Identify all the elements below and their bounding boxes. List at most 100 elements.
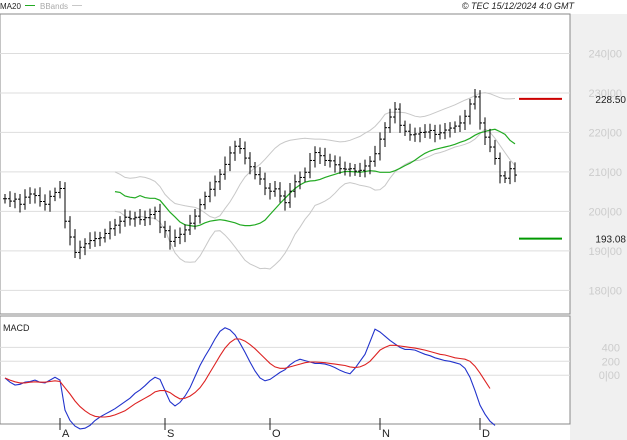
price-bar: [378, 132, 382, 161]
price-bar: [73, 229, 77, 258]
price-bars: [3, 89, 517, 260]
price-bar: [363, 159, 367, 178]
price-tick-label: 240|00: [589, 48, 622, 60]
price-panel-frame: [0, 13, 571, 315]
price-bar: [158, 203, 162, 234]
price-bar: [118, 216, 122, 234]
price-bar: [288, 182, 292, 208]
price-bar: [313, 146, 317, 168]
bollinger-bands: [114, 92, 516, 270]
price-bar: [483, 117, 487, 146]
macd-tick-label: 400: [602, 342, 620, 354]
x-axis-label: D: [482, 428, 490, 440]
x-axis-label: S: [167, 428, 174, 440]
price-bar: [128, 210, 132, 226]
price-bar: [423, 124, 427, 138]
price-bar: [458, 115, 462, 133]
price-bar: [463, 109, 467, 131]
price-bar: [83, 238, 87, 256]
price-bar: [38, 187, 42, 207]
price-bar: [453, 121, 457, 133]
price-panel: 180|00 190|00 200|00 210|00 220|00 230|00 240|…: [0, 13, 626, 315]
price-bar: [133, 211, 137, 227]
price-bar: [293, 174, 297, 198]
price-bar: [193, 209, 197, 230]
price-bar: [123, 209, 127, 227]
macd-lines: [4, 327, 496, 430]
legend-bbands: BBands: [40, 2, 68, 11]
price-bar: [468, 98, 472, 125]
price-bar: [428, 123, 432, 139]
price-bar: [383, 122, 387, 148]
legend-ma20: MA20: [0, 2, 21, 11]
price-bar: [343, 161, 347, 176]
macd-axis: 0|00 200 400: [599, 342, 620, 382]
price-bar: [408, 123, 412, 141]
price-bar: [283, 190, 287, 211]
price-bar: [498, 152, 502, 184]
price-bar: [318, 147, 322, 164]
price-bar: [168, 225, 172, 250]
price-bar: [213, 175, 217, 197]
copyright-text: © TEC 15/12/2024 4:0 GMT: [462, 1, 576, 11]
price-bar: [338, 156, 342, 174]
price-bar: [273, 180, 277, 197]
price-tick-label: 210|00: [589, 167, 622, 179]
price-bar: [28, 187, 32, 204]
price-tick-label: 200|00: [589, 206, 622, 218]
price-bar: [438, 124, 442, 140]
price-bar: [203, 191, 207, 210]
price-bar: [253, 162, 257, 180]
price-bar: [308, 152, 312, 179]
price-tick-label: 180|00: [589, 285, 622, 297]
level-markers: 228.50 193.08: [519, 95, 626, 246]
price-bar: [303, 167, 307, 183]
price-bar: [183, 224, 187, 243]
price-bar: [228, 146, 232, 172]
price-bar: [393, 102, 397, 124]
price-bar: [388, 108, 392, 133]
price-bar: [403, 120, 407, 136]
price-bar: [373, 145, 377, 167]
price-bar: [298, 171, 302, 190]
price-bar: [113, 218, 117, 236]
price-bar: [513, 162, 517, 183]
ma20-line: [114, 128, 516, 228]
price-bar: [493, 139, 497, 165]
price-bar: [263, 172, 267, 196]
price-bar: [243, 141, 247, 165]
price-bar: [48, 190, 52, 212]
price-bar: [398, 103, 402, 133]
support-label: 193.08: [595, 235, 626, 246]
price-bar: [88, 232, 92, 249]
price-bar: [368, 156, 372, 175]
price-bar: [443, 122, 447, 140]
price-bar: [433, 124, 437, 143]
price-bar: [108, 221, 112, 240]
price-bar: [268, 182, 272, 200]
price-bar: [473, 89, 477, 110]
price-bar: [218, 169, 222, 191]
price-bar: [188, 214, 192, 236]
price-bar: [238, 137, 242, 154]
price-tick-label: 230|00: [589, 88, 622, 100]
price-bar: [163, 220, 167, 238]
price-bar: [13, 192, 17, 209]
price-bar: [8, 191, 12, 208]
price-bar: [138, 209, 142, 225]
price-bar: [418, 127, 422, 143]
price-tick-label: 190|00: [589, 246, 622, 258]
price-bar: [248, 152, 252, 175]
bbands-upper-line: [114, 92, 516, 219]
price-bar: [488, 128, 492, 153]
macd-line: [4, 327, 496, 430]
price-bar: [153, 206, 157, 220]
price-bar: [103, 228, 107, 243]
price-bar: [78, 240, 82, 260]
price-bar: [178, 227, 182, 245]
axis-gutter: [570, 14, 627, 440]
x-axis-label: A: [62, 428, 70, 440]
bbands-lower-line: [114, 128, 516, 270]
